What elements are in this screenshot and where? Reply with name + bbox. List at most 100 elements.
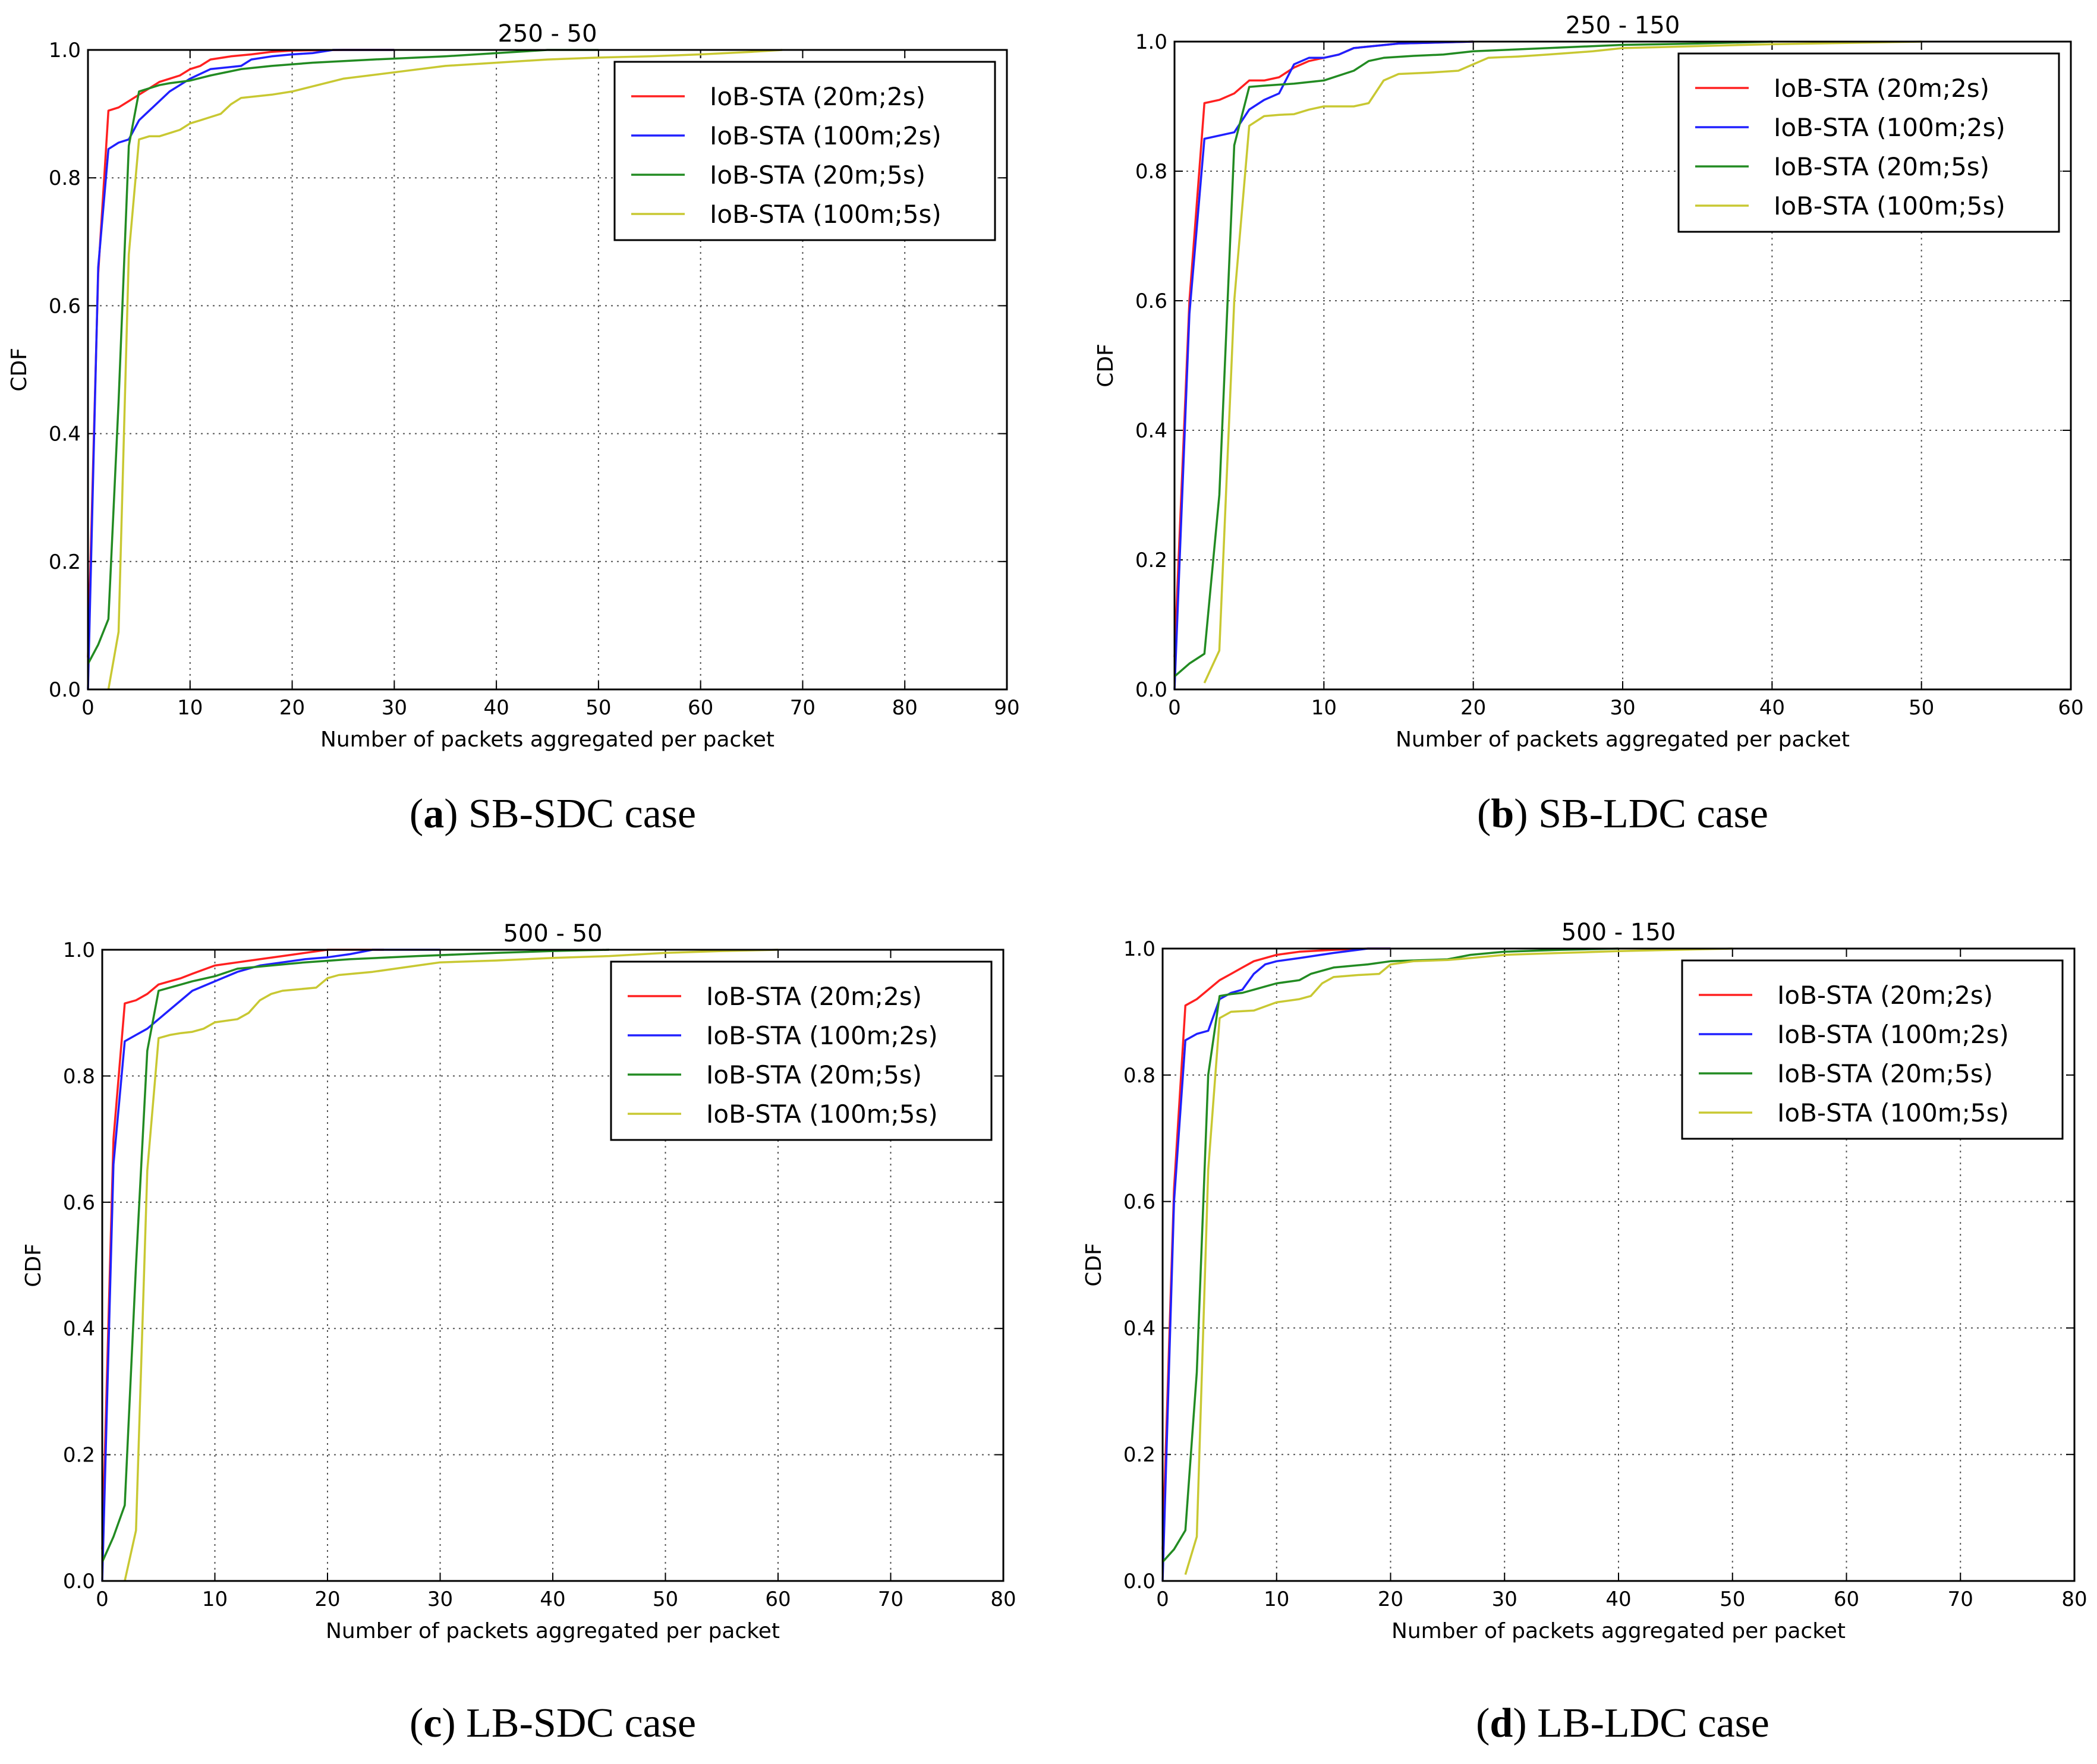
x-tick-label: 90 — [994, 696, 1019, 720]
caption-d: (d) LB-LDC case — [1476, 1700, 1769, 1746]
legend: IoB-STA (20m;2s) IoB-STA (100m;2s) IoB-STA… — [1681, 959, 2064, 1140]
x-tick-label: 30 — [1492, 1587, 1517, 1611]
x-tick-label: 80 — [2061, 1587, 2087, 1611]
caption-a: (a) SB-SDC case — [409, 791, 697, 837]
series-line-iob-sta-20m-5s — [87, 49, 599, 664]
legend-label: IoB-STA (20m;2s) — [710, 82, 925, 111]
caption-text: LB-SDC case — [455, 1700, 697, 1746]
x-tick-label: 50 — [585, 696, 611, 720]
series-line-iob-sta-100m-5s — [1184, 947, 1733, 1575]
x-tick-label: 60 — [2058, 696, 2083, 720]
legend-label: IoB-STA (20m;5s) — [706, 1060, 922, 1089]
x-tick-label: 60 — [765, 1587, 791, 1611]
legend-label: IoB-STA (20m;5s) — [710, 160, 925, 190]
caption-b: (b) SB-LDC case — [1477, 791, 1768, 837]
legend-box — [1677, 52, 2060, 233]
series-line-iob-sta-100m-5s — [124, 949, 779, 1582]
y-axis-label: CDF — [1082, 1243, 1106, 1287]
x-tick-label: 40 — [1605, 1587, 1631, 1611]
y-tick-label: 0.6 — [1123, 1190, 1155, 1214]
y-tick-label: 0.2 — [63, 1444, 95, 1467]
chart-500-150: 500 - 150 0 10 20 30 40 50 60 70 80 0.0 0.2 0.4 0.6 0.… — [1082, 919, 2087, 1643]
legend-label: IoB-STA (100m;5s) — [710, 200, 942, 229]
plot-frame — [87, 49, 1008, 691]
legend-label: IoB-STA (100m;2s) — [1774, 113, 2005, 142]
x-tick-label: 0 — [96, 1587, 109, 1611]
y-tick-label: 0.0 — [49, 678, 81, 702]
legend-label: IoB-STA (20m;2s) — [1777, 981, 1993, 1010]
legend: IoB-STA (20m;2s) IoB-STA (100m;2s) IoB-STA… — [613, 61, 996, 241]
chart-title: 500 - 150 — [1561, 919, 1676, 946]
x-tick-label: 30 — [1610, 696, 1635, 720]
x-axis-label: Number of packets aggregated per packet — [1391, 1619, 1846, 1643]
legend-label: IoB-STA (100m;2s) — [1777, 1020, 2009, 1049]
series-line-iob-sta-100m-2s — [1173, 40, 1473, 690]
series-line-iob-sta-100m-2s — [87, 49, 395, 690]
legend-box — [1681, 959, 2064, 1140]
y-tick-label: 0.8 — [1123, 1064, 1155, 1088]
x-tick-label: 50 — [653, 1587, 678, 1611]
x-tick-label: 20 — [314, 1587, 340, 1611]
chart-250-150: 250 - 150 0 10 20 30 40 50 60 0.0 0.2 0.4 0.6 0.8 1.0… — [1094, 12, 2084, 752]
series-line-iob-sta-20m-2s — [87, 49, 395, 658]
legend: IoB-STA (20m;2s) IoB-STA (100m;2s) IoB-STA… — [1677, 52, 2060, 233]
legend-label: IoB-STA (20m;2s) — [706, 982, 922, 1011]
x-tick-label: 80 — [990, 1587, 1016, 1611]
series-group — [1161, 947, 1733, 1582]
x-tick-label: 20 — [279, 696, 305, 720]
plot-frame — [1161, 947, 2076, 1582]
x-tick-label: 50 — [1909, 696, 1934, 720]
x-tick-label: 10 — [177, 696, 203, 720]
chart-500-50: 500 - 50 0 10 20 30 40 50 60 70 80 0.0 0.2 0.4 0.6 0.8… — [21, 920, 1016, 1643]
series-line-iob-sta-20m-2s — [101, 949, 384, 1549]
y-tick-label: 0.6 — [49, 294, 81, 318]
x-tick-label: 50 — [1720, 1587, 1745, 1611]
legend: IoB-STA (20m;2s) IoB-STA (100m;2s) IoB-STA… — [610, 960, 993, 1141]
x-tick-label: 60 — [1834, 1587, 1859, 1611]
y-tick-label: 0.0 — [63, 1570, 95, 1593]
y-tick-label: 0.2 — [1123, 1443, 1155, 1467]
series-line-iob-sta-100m-5s — [107, 49, 783, 690]
series-line-iob-sta-20m-2s — [1161, 947, 1391, 1549]
legend-label: IoB-STA (100m;5s) — [1777, 1098, 2009, 1127]
y-tick-label: 0.6 — [1135, 289, 1167, 313]
legend-label: IoB-STA (20m;5s) — [1777, 1059, 1993, 1088]
y-tick-label: 0.4 — [49, 423, 81, 446]
x-tick-label: 30 — [382, 696, 407, 720]
series-group — [1173, 40, 1922, 690]
plot-frame — [1173, 40, 2072, 691]
x-axis-label: Number of packets aggregated per packet — [326, 1619, 780, 1643]
x-tick-label: 10 — [1264, 1587, 1289, 1611]
series-line-iob-sta-100m-2s — [1161, 947, 1391, 1582]
x-tick-label: 80 — [892, 696, 918, 720]
series-line-iob-sta-100m-5s — [1203, 40, 1922, 683]
y-tick-label: 1.0 — [49, 39, 81, 62]
y-tick-label: 1.0 — [1123, 937, 1155, 961]
x-tick-label: 20 — [1460, 696, 1486, 720]
x-tick-label: 0 — [1156, 1587, 1169, 1611]
legend-label: IoB-STA (20m;2s) — [1774, 74, 1989, 103]
x-tick-label: 40 — [483, 696, 509, 720]
legend-box — [610, 960, 993, 1141]
series-line-iob-sta-100m-2s — [101, 949, 440, 1582]
y-tick-label: 0.4 — [1123, 1316, 1155, 1340]
x-tick-label: 10 — [202, 1587, 228, 1611]
x-tick-label: 0 — [81, 696, 95, 720]
y-tick-label: 0.0 — [1123, 1570, 1155, 1593]
y-tick-label: 0.8 — [1135, 160, 1167, 184]
chart-250-50: 250 - 50 0 10 20 30 40 50 60 70 80 90 0.0 0.2 0.4 0.6 0… — [7, 20, 1020, 752]
y-tick-label: 0.6 — [63, 1191, 95, 1215]
caption-letter: b — [1491, 791, 1514, 837]
chart-title: 500 - 50 — [503, 920, 602, 947]
series-group — [87, 49, 783, 690]
x-tick-label: 70 — [1948, 1587, 1973, 1611]
x-tick-label: 40 — [540, 1587, 565, 1611]
caption-letter: c — [423, 1700, 442, 1746]
y-tick-label: 0.8 — [63, 1064, 95, 1088]
legend-label: IoB-STA (100m;5s) — [1774, 191, 2005, 220]
x-tick-label: 20 — [1378, 1587, 1403, 1611]
series-line-iob-sta-20m-5s — [1161, 947, 1619, 1563]
x-axis-label: Number of packets aggregated per packet — [320, 727, 774, 752]
y-tick-label: 0.8 — [49, 166, 81, 190]
y-tick-label: 1.0 — [1135, 30, 1167, 54]
